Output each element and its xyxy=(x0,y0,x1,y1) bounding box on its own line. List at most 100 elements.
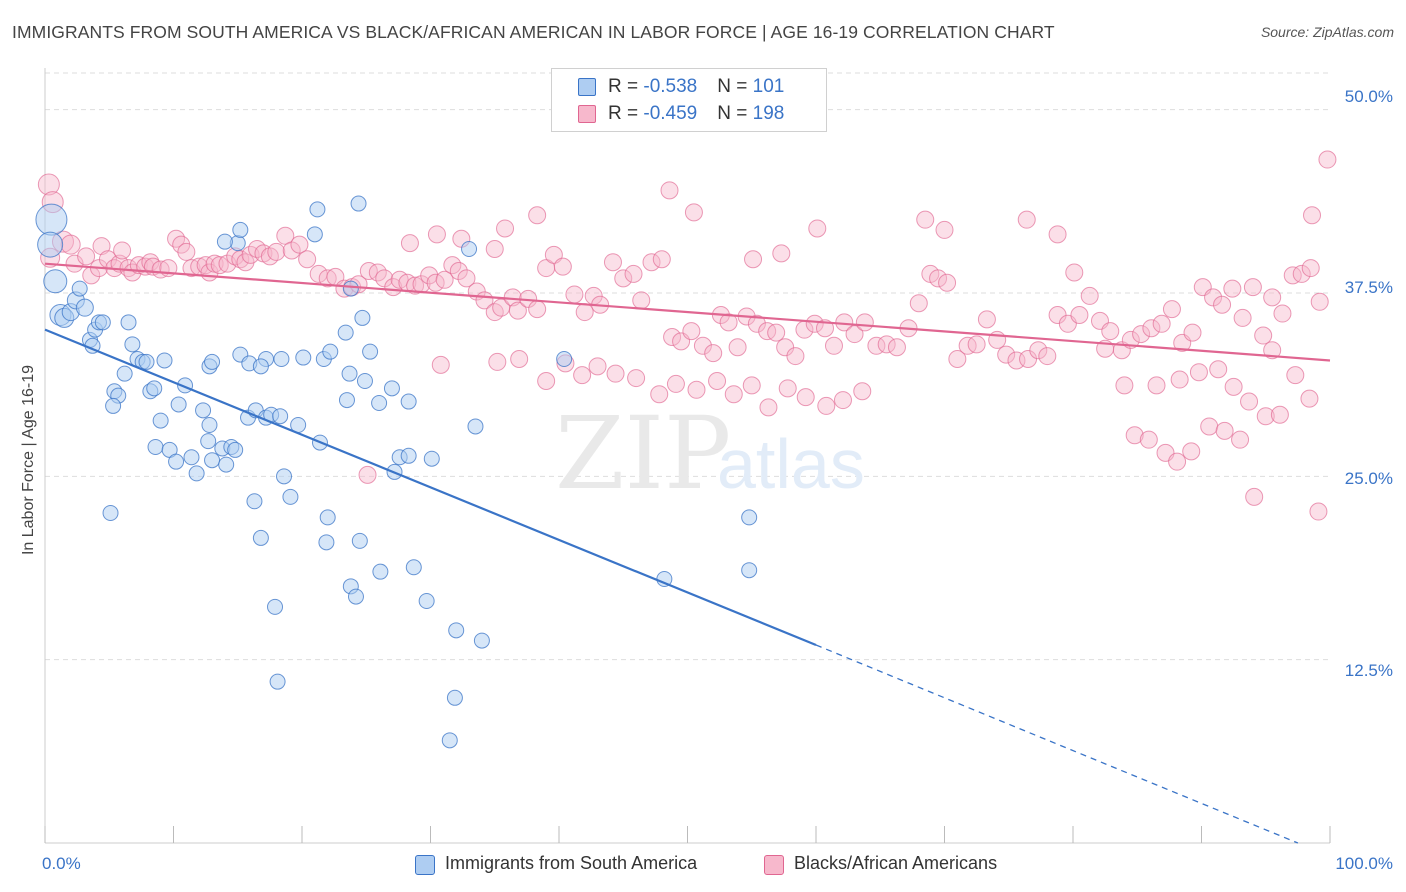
y-tick-50: 50.0% xyxy=(1344,87,1393,106)
pink-data-point xyxy=(1048,225,1067,244)
blue-data-point xyxy=(556,351,573,367)
blue-data-point xyxy=(342,280,359,297)
pink-data-point xyxy=(384,278,403,297)
blue-data-point xyxy=(188,465,205,482)
blue-data-point xyxy=(37,231,64,258)
pink-data-point xyxy=(528,206,547,225)
pink-data-point xyxy=(1183,323,1202,342)
pink-data-point xyxy=(719,313,738,332)
blue-data-point xyxy=(35,203,68,236)
blue-data-point xyxy=(354,309,371,326)
pink-data-point xyxy=(427,225,446,244)
pink-data-point xyxy=(853,382,872,401)
blue-data-point xyxy=(461,241,478,257)
pink-data-point xyxy=(431,355,450,374)
blue-data-point xyxy=(147,439,164,455)
pink-data-point xyxy=(666,374,685,393)
pink-data-point xyxy=(1245,487,1264,506)
pink-data-point xyxy=(833,391,852,410)
watermark: ZIP atlas xyxy=(555,395,865,512)
pink-data-point xyxy=(682,322,701,341)
pink-data-point xyxy=(1213,295,1232,314)
bottom-legend-swatch-blue xyxy=(415,855,435,875)
pink-data-point xyxy=(887,338,906,357)
blue-data-point xyxy=(116,365,133,382)
pink-data-point xyxy=(805,314,824,333)
pink-data-point xyxy=(824,336,843,355)
pink-data-point xyxy=(77,247,96,266)
bottom-legend-label: Immigrants from South America xyxy=(445,853,698,873)
pink-data-point xyxy=(1286,366,1305,385)
pink-data-point xyxy=(1115,376,1134,395)
pink-data-point xyxy=(1125,426,1144,445)
chart-source: Source: ZipAtlas.com xyxy=(1260,24,1394,40)
pink-data-point xyxy=(565,285,584,304)
pink-data-point xyxy=(786,347,805,366)
blue-data-point xyxy=(246,493,263,510)
blue-data-point xyxy=(204,353,221,370)
series-blacks-points xyxy=(37,150,1337,521)
blue-data-point xyxy=(741,509,758,526)
blue-data-point xyxy=(418,593,435,609)
pink-data-point xyxy=(1303,206,1322,225)
trend-line-blacks xyxy=(44,262,1331,362)
pink-data-point xyxy=(1017,210,1036,229)
pink-data-point xyxy=(406,276,425,295)
pink-data-point xyxy=(210,256,229,275)
trend-line-immigrants xyxy=(44,328,817,647)
legend-n-value: 198 xyxy=(752,103,785,124)
pink-data-point xyxy=(553,257,572,276)
pink-data-point xyxy=(267,242,286,261)
pink-data-point xyxy=(488,352,507,371)
pink-data-point xyxy=(1292,264,1311,283)
pink-data-point xyxy=(1204,288,1223,307)
pink-data-point xyxy=(1233,308,1252,327)
pink-data-point xyxy=(1139,430,1158,449)
pink-data-point xyxy=(177,242,196,261)
legend-r-value: -0.459 xyxy=(643,103,698,124)
pink-data-point xyxy=(1101,322,1120,341)
blue-data-point xyxy=(446,689,463,706)
pink-data-point xyxy=(1189,363,1208,382)
pink-data-point xyxy=(759,398,778,417)
y-tick-12-5: 12.5% xyxy=(1344,661,1393,680)
pink-data-point xyxy=(817,396,836,415)
pink-data-point xyxy=(435,270,454,289)
pink-data-point xyxy=(1263,288,1282,307)
pink-data-point xyxy=(485,240,504,258)
blue-data-point xyxy=(309,201,326,218)
pink-data-point xyxy=(778,379,797,398)
pink-data-point xyxy=(575,303,594,322)
blue-data-point xyxy=(467,418,484,435)
pink-data-point xyxy=(65,254,84,273)
pink-data-point xyxy=(1170,370,1189,389)
pink-data-point xyxy=(92,237,111,256)
pink-data-point xyxy=(967,335,986,354)
pink-data-point xyxy=(758,322,777,341)
blue-data-point xyxy=(269,673,286,690)
gridlines xyxy=(45,72,1330,661)
pink-data-point xyxy=(1301,259,1320,278)
pink-data-point xyxy=(642,253,661,272)
blue-data-point xyxy=(405,559,422,576)
blue-data-point xyxy=(152,412,169,429)
pink-data-point xyxy=(1273,304,1292,323)
pink-data-point xyxy=(1007,351,1026,370)
pink-data-point xyxy=(359,262,378,280)
pink-data-point xyxy=(528,300,547,319)
pink-data-point xyxy=(929,269,948,288)
pink-data-point xyxy=(744,250,763,269)
pink-data-point xyxy=(1038,347,1057,366)
trend-lines xyxy=(44,262,1331,844)
blue-data-point xyxy=(306,226,323,243)
blue-data-point xyxy=(232,221,249,238)
legend-swatch-blue xyxy=(578,78,596,96)
blue-data-point xyxy=(216,233,233,250)
blue-data-point xyxy=(319,509,336,526)
y-tick-25: 25.0% xyxy=(1344,469,1393,488)
pink-data-point xyxy=(1310,292,1329,311)
pink-data-point xyxy=(588,357,607,376)
pink-data-point xyxy=(1256,407,1275,426)
blue-data-point xyxy=(272,408,289,425)
